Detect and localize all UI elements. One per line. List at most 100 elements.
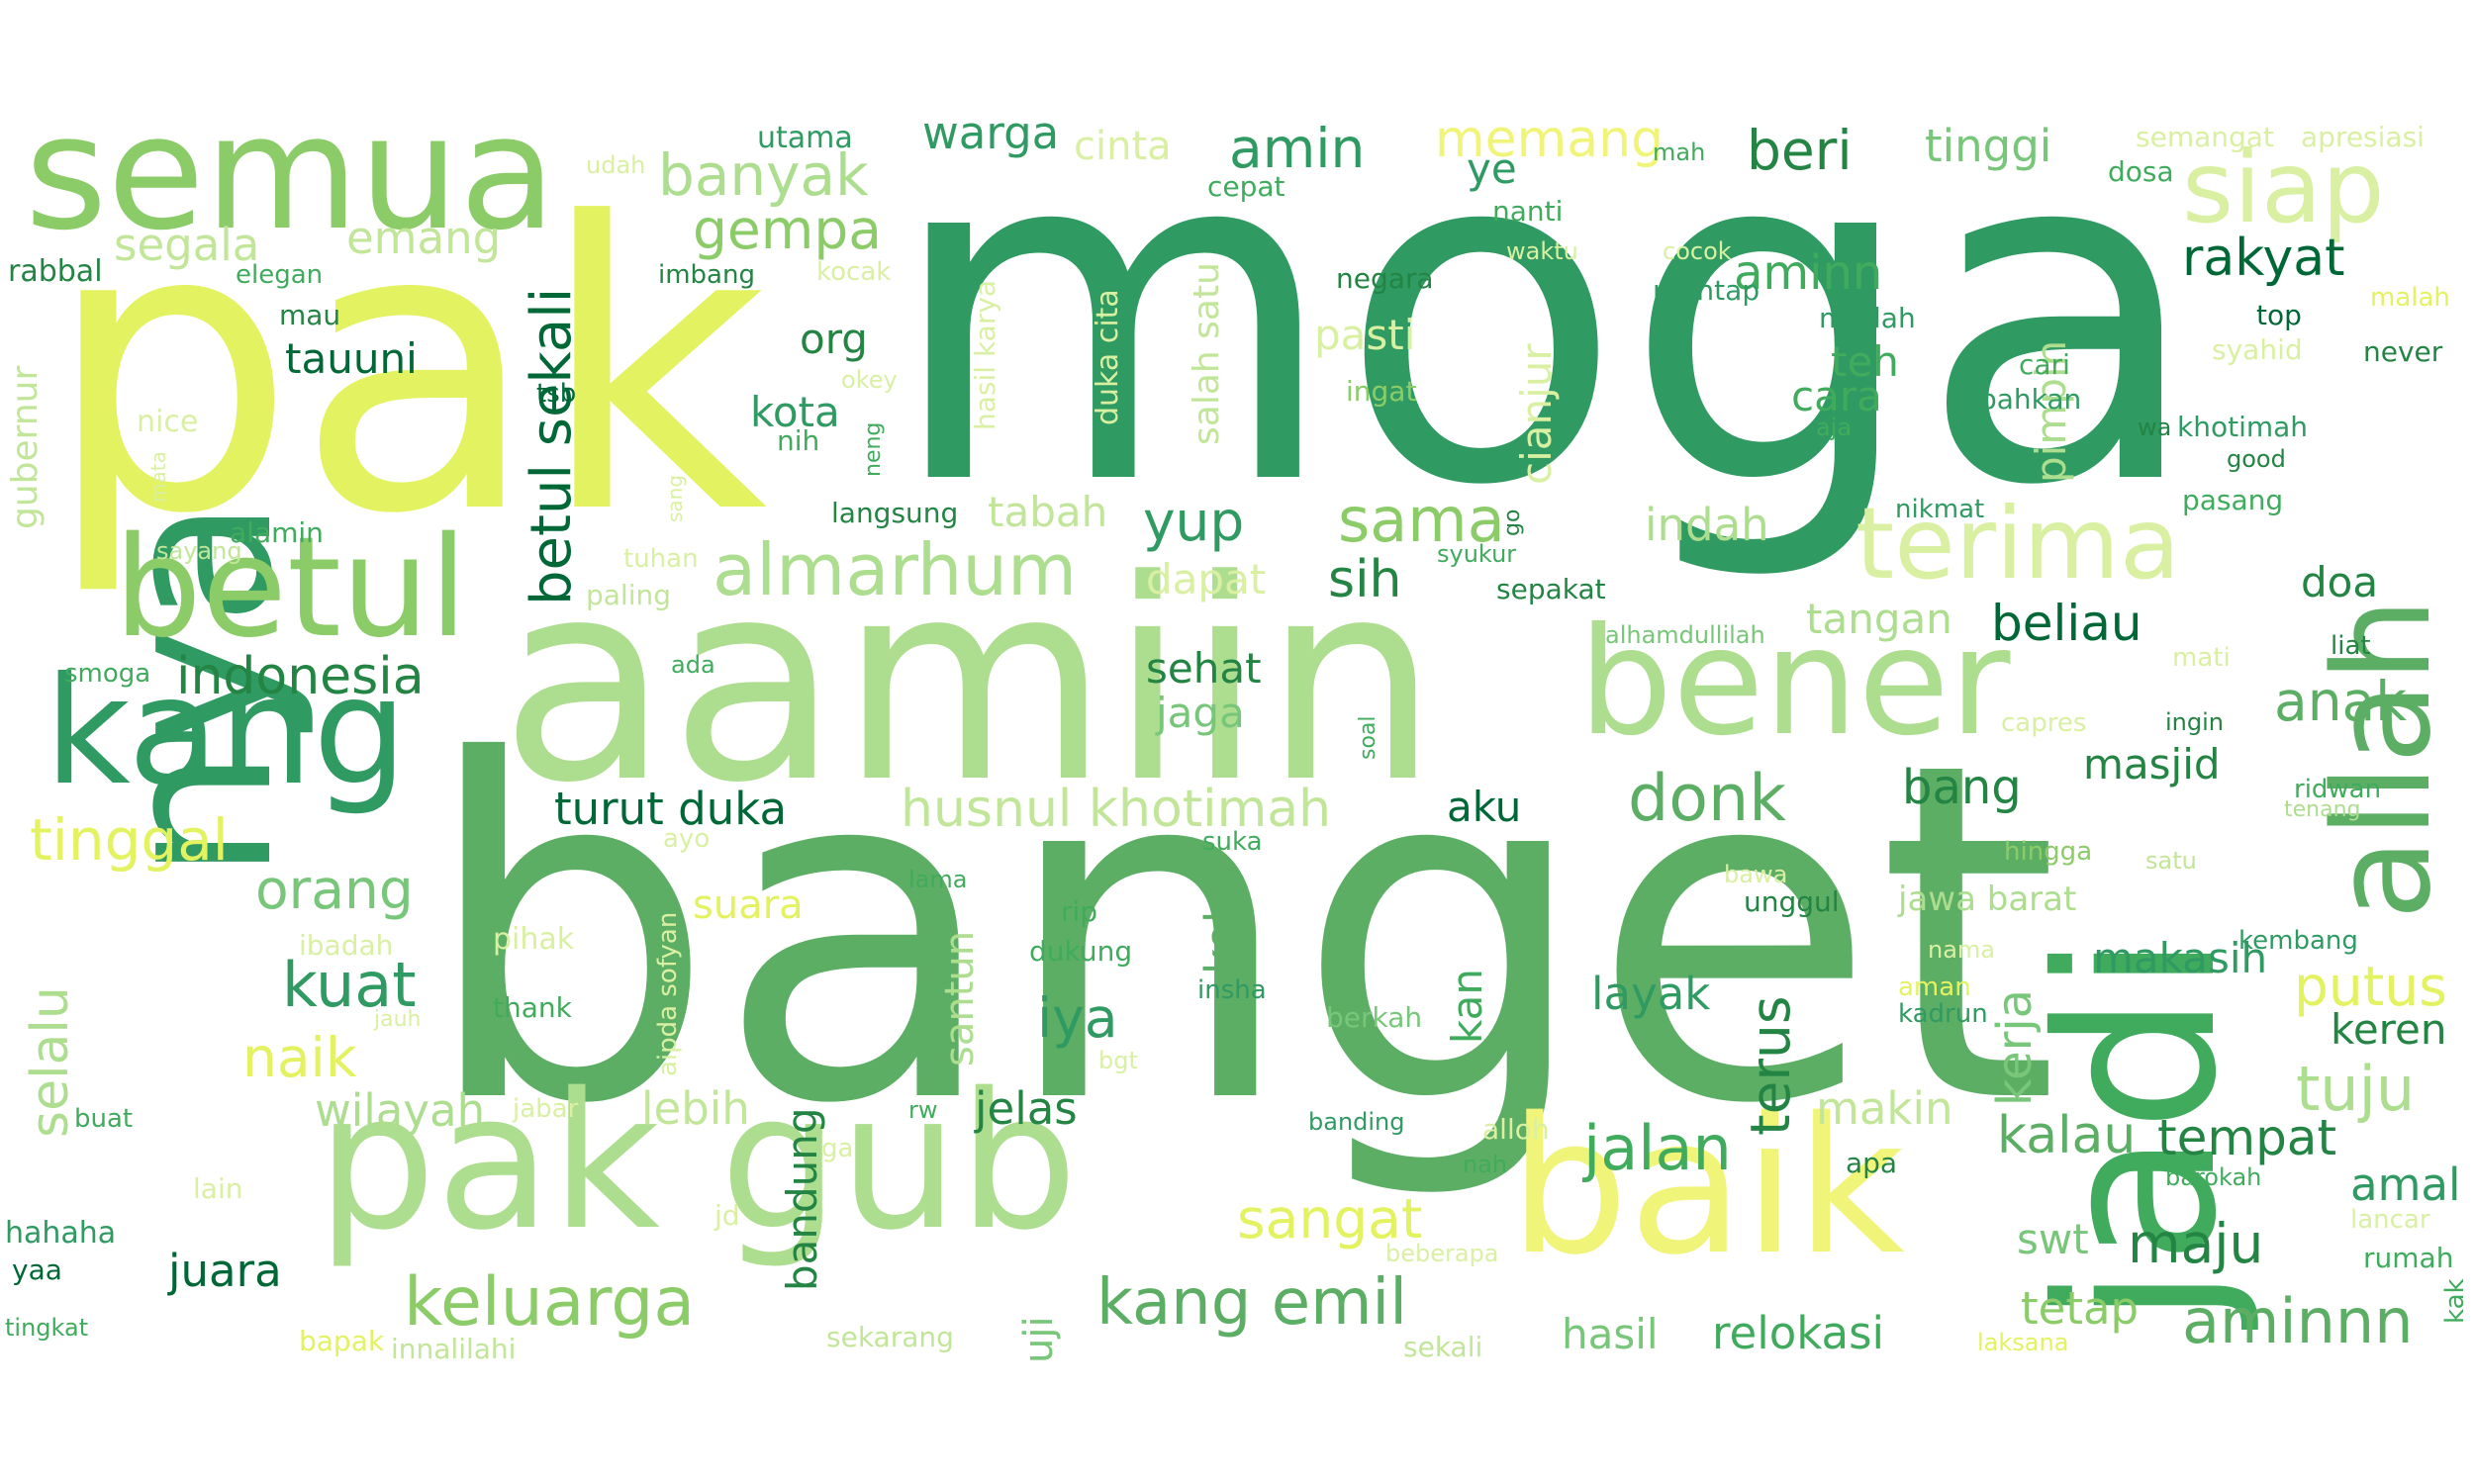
word-imbang: imbang	[658, 260, 755, 290]
word-beri: beri	[1747, 119, 1853, 182]
word-sama: sama	[1338, 484, 1505, 556]
word-salah-satu: salah satu	[1187, 262, 1227, 445]
word-hasil-karya: hasil karya	[969, 279, 1001, 430]
word-aipda-sofyan: aipda sofyan	[653, 911, 683, 1076]
word-mudah: mudah	[1819, 302, 1916, 334]
word-mata: mata	[146, 451, 170, 503]
word-memang: memang	[1435, 110, 1665, 169]
word-aja: aja	[1816, 414, 1853, 441]
word-yup: yup	[1143, 490, 1245, 553]
word-bawa: bawa	[1724, 861, 1788, 888]
word-aku: aku	[1447, 783, 1522, 831]
word-jauh: jauh	[374, 1007, 422, 1032]
word-negara: negara	[1336, 262, 1434, 295]
word-siap: siap	[2182, 130, 2385, 245]
word-uji: uji	[1016, 1316, 1062, 1363]
word-tuju: tuju	[2296, 1053, 2416, 1125]
word-rumah: rumah	[2363, 1242, 2454, 1274]
word-ridwan: ridwan	[2294, 775, 2382, 804]
word-tabah: tabah	[988, 488, 1108, 536]
word-soal: soal	[1356, 715, 1380, 760]
word-santun: santun	[937, 930, 983, 1067]
word-beberapa: beberapa	[1385, 1240, 1499, 1267]
word-banget: banget	[421, 664, 2060, 1205]
word-neng: neng	[861, 421, 886, 477]
word-kembang: kembang	[2238, 926, 2358, 956]
word-lancar: lancar	[2350, 1205, 2430, 1235]
word-cepat: cepat	[1207, 170, 1285, 203]
word-rw: rw	[908, 1096, 938, 1124]
word-laksana: laksana	[1977, 1329, 2069, 1356]
word-nah: nah	[1463, 1151, 1508, 1178]
word-aman: aman	[1898, 973, 1971, 1002]
word-tangan: tangan	[1806, 595, 1952, 643]
word-paling: paling	[586, 579, 672, 611]
word-amal: amal	[2350, 1159, 2461, 1211]
word-hahaha: hahaha	[5, 1216, 117, 1251]
word-malah: malah	[2370, 283, 2450, 313]
word-lain: lain	[193, 1172, 243, 1205]
word-suara: suara	[693, 882, 804, 928]
word-waktu: waktu	[1506, 237, 1578, 265]
word-pihak: pihak	[493, 922, 575, 957]
word-orang: orang	[255, 858, 414, 921]
word-gempa: gempa	[693, 198, 882, 261]
word-smoga: smoga	[64, 659, 151, 689]
word-nama: nama	[1928, 936, 1996, 964]
word-mantap: mantap	[1653, 274, 1760, 307]
word-tenang: tenang	[2284, 797, 2361, 822]
word-langsung: langsung	[831, 497, 959, 529]
word-ibadah: ibadah	[299, 929, 394, 962]
word-maju: maju	[2128, 1212, 2264, 1275]
word-lebih: lebih	[641, 1082, 750, 1135]
word-hingga: hingga	[2004, 837, 2093, 867]
word-tsb: tsb	[536, 379, 577, 409]
word-go: go	[1500, 509, 1525, 536]
word-aminn: aminn	[1734, 245, 1883, 301]
word-makin: makin	[1816, 1082, 1953, 1135]
word-jabar: jabar	[513, 1094, 579, 1124]
word-jalan: jalan	[1583, 1112, 1732, 1184]
word-terima: terima	[1856, 486, 2181, 602]
word-apa: apa	[1846, 1147, 1898, 1179]
word-okey: okey	[841, 366, 898, 394]
word-jawa-barat: jawa barat	[1898, 880, 2077, 919]
word-sekarang: sekarang	[826, 1321, 954, 1353]
word-alhamdullilah: alhamdullilah	[1605, 621, 1765, 649]
word-jelas: jelas	[975, 1082, 1078, 1135]
word-org: org	[800, 315, 868, 363]
word-kocak: kocak	[816, 257, 892, 287]
word-cianjur: cianjur	[1512, 343, 1561, 485]
word-duka-cita: duka cita	[1091, 289, 1125, 425]
word-sayang: sayang	[156, 537, 242, 565]
word-moga: moga	[886, 46, 2204, 587]
word-ga: ga	[821, 1134, 854, 1163]
word-aminnn: aminnn	[2182, 1285, 2414, 1357]
word-pak: pak	[45, 140, 768, 601]
word-beliau: beliau	[1991, 595, 2142, 652]
word-nih: nih	[777, 424, 820, 457]
word-ayo: ayo	[663, 824, 711, 854]
word-berkah: berkah	[1326, 1001, 1423, 1034]
word-keluarga: keluarga	[404, 1263, 696, 1342]
word-rabbal: rabbal	[8, 254, 103, 289]
word-rip: rip	[1061, 895, 1098, 928]
word-naik: naik	[242, 1026, 357, 1089]
word-kerja: kerja	[1987, 988, 2043, 1106]
word-lama: lama	[908, 866, 968, 893]
word-tinggal: tinggal	[30, 806, 229, 874]
word-terus: terus	[1739, 995, 1802, 1136]
word-wilayah: wilayah	[315, 1084, 486, 1137]
word-wa: wa	[2138, 414, 2172, 441]
word-kang: kang	[45, 646, 408, 818]
word-ye: ye	[1467, 144, 1517, 193]
word-juara: juara	[168, 1245, 282, 1297]
word-relokasi: relokasi	[1712, 1307, 1885, 1359]
word-indah: indah	[1645, 499, 1769, 551]
word-bapak: bapak	[299, 1325, 385, 1357]
word-alloh: alloh	[1482, 1113, 1550, 1146]
word-mau: mau	[279, 299, 341, 331]
word-banding: banding	[1308, 1108, 1405, 1136]
word-satu: satu	[2145, 847, 2197, 875]
word-cocok: cocok	[1663, 237, 1732, 265]
